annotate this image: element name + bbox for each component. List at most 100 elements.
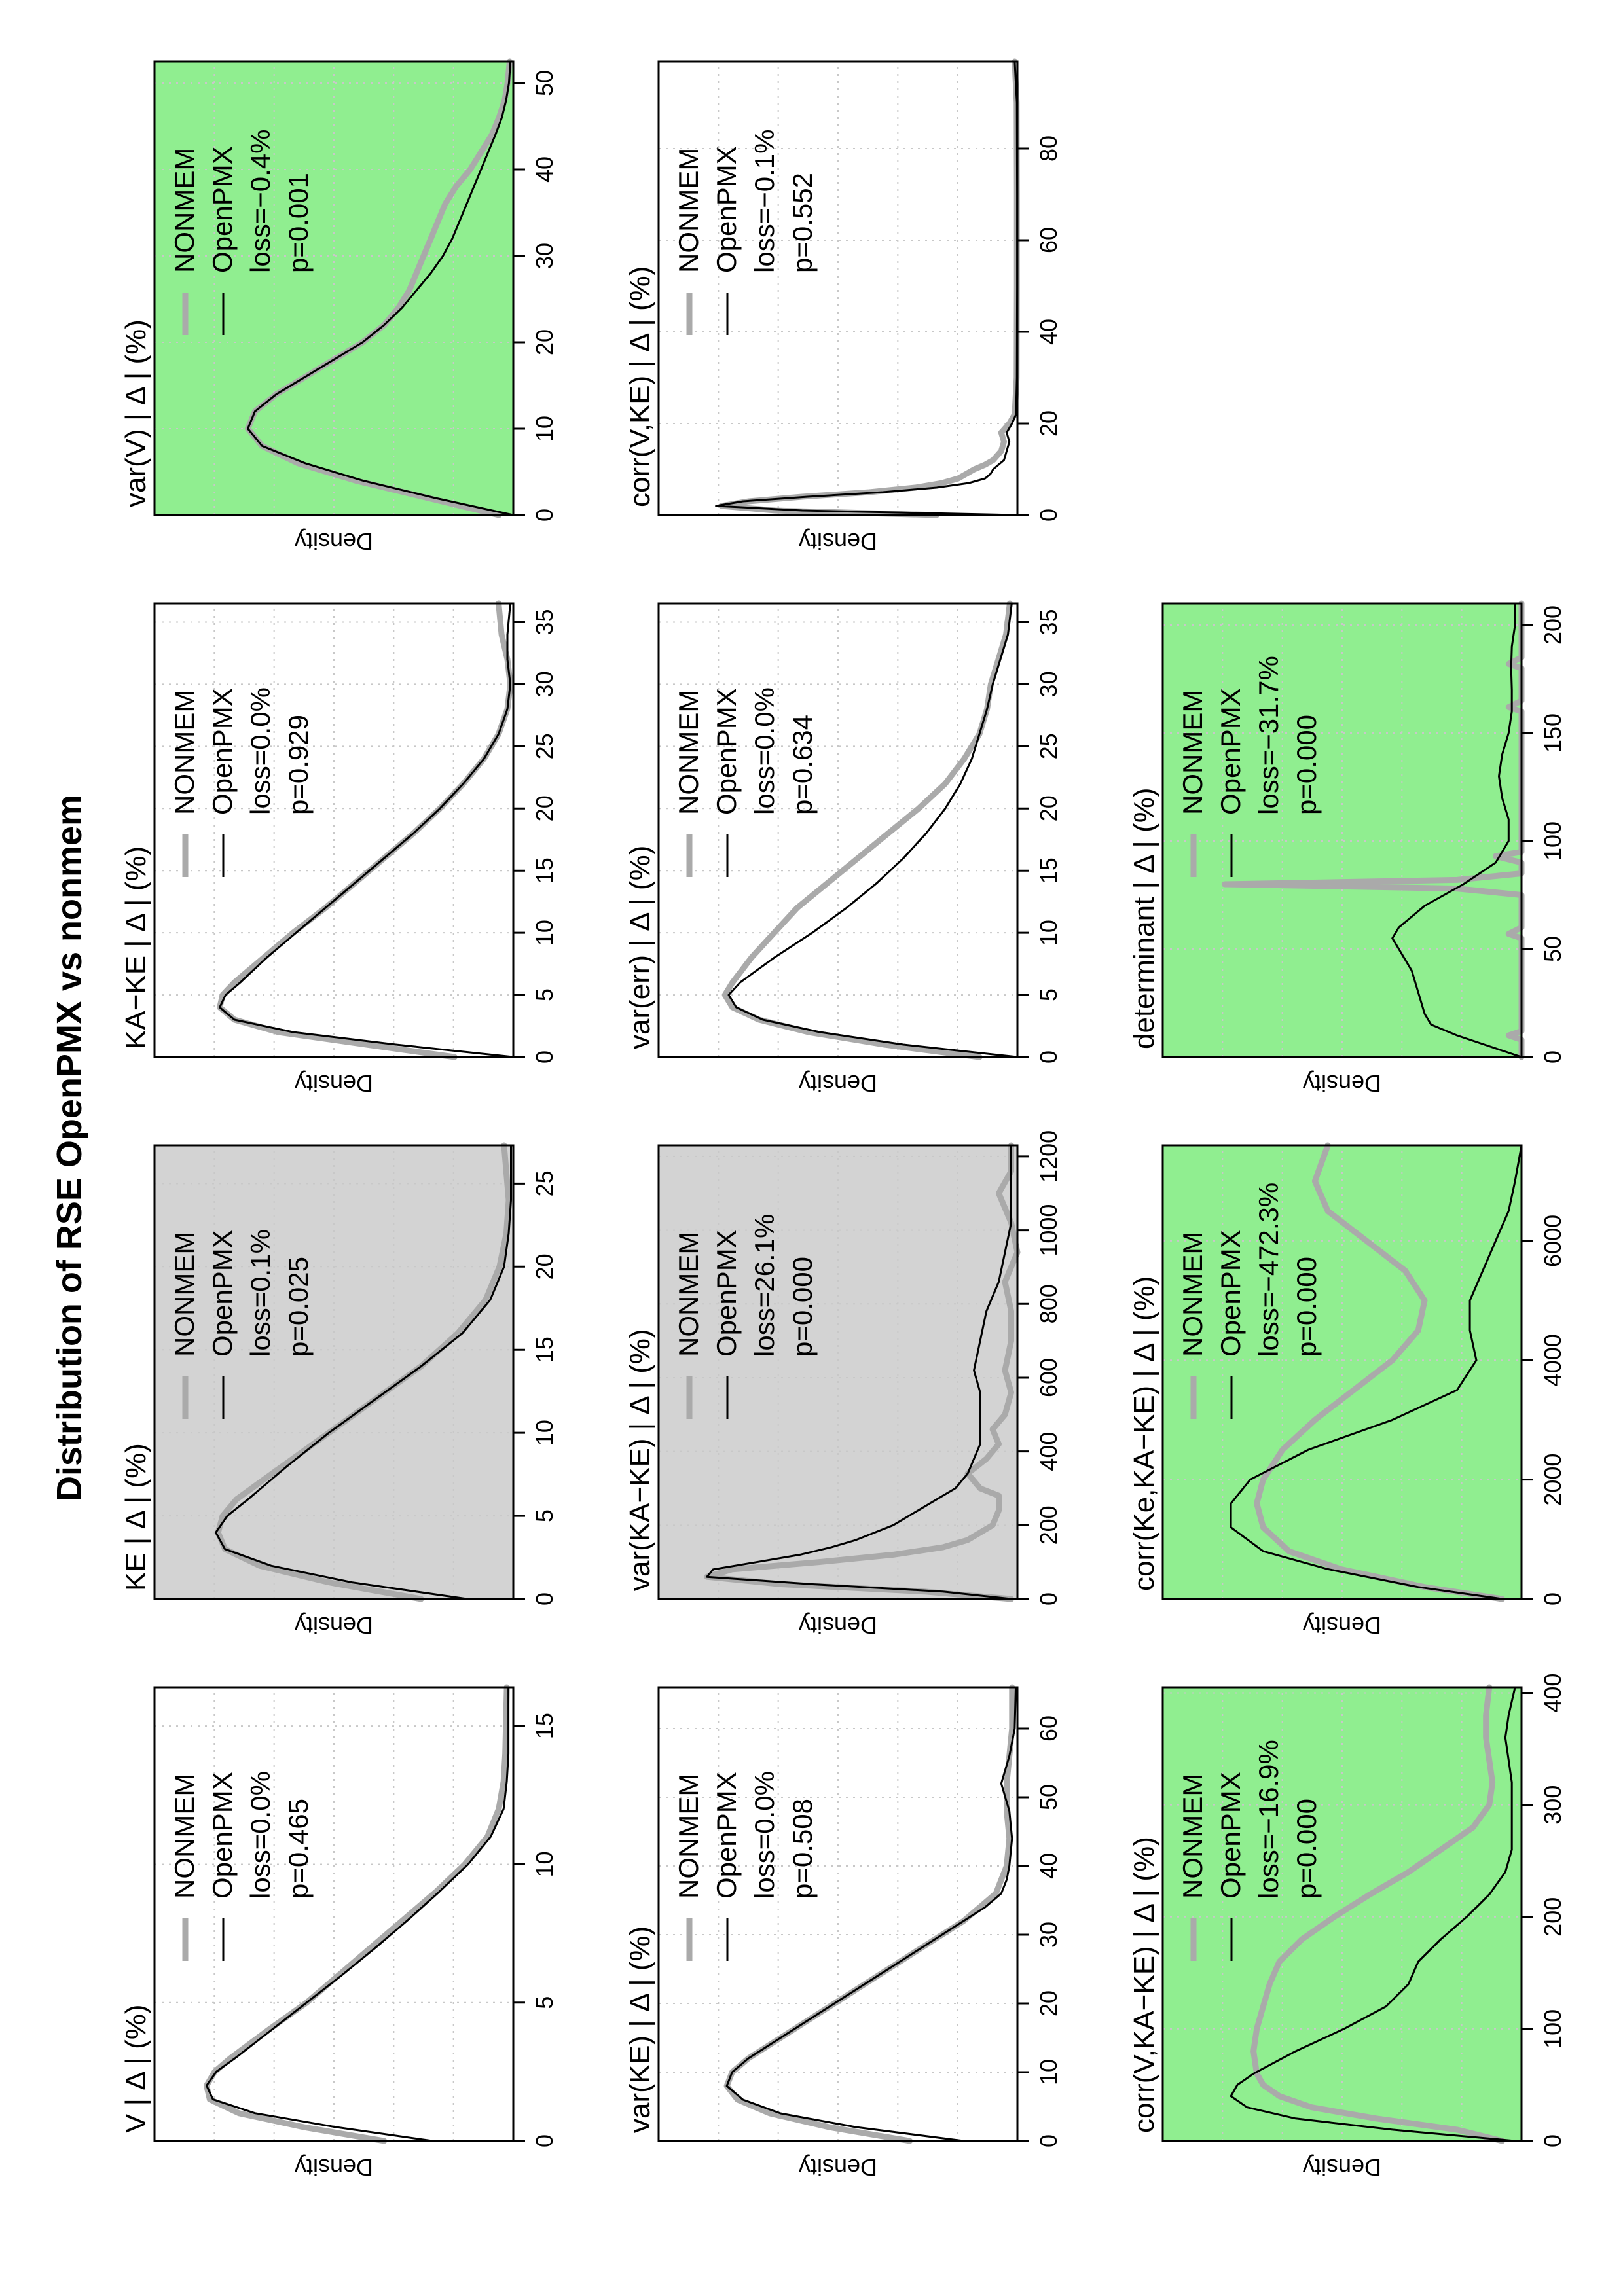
series-openpmx-line <box>1391 602 1523 1058</box>
x-tick-label: 5 <box>531 1996 558 2009</box>
legend-loss: loss=0.0% <box>245 687 276 815</box>
panel-title: KE | Δ | (%) <box>120 1443 152 1591</box>
y-axis-label: Density <box>295 2154 373 2181</box>
panel-frame <box>657 60 1019 516</box>
legend-label: OpenPMX <box>1215 1772 1246 1899</box>
legend-label: NONMEM <box>1177 1232 1208 1357</box>
x-tick-label: 600 <box>1035 1358 1062 1397</box>
y-axis-label: Density <box>799 1612 877 1639</box>
legend-label: NONMEM <box>169 148 200 273</box>
x-tick-label: 0 <box>1035 509 1062 522</box>
panel-background <box>155 603 513 1057</box>
y-axis-label: Density <box>799 1070 877 1097</box>
density-panel: 0 20 40 60 80 corr(V,KE) | Δ | (%) Density NONM… <box>624 58 1062 555</box>
x-tick-label: 40 <box>531 156 558 183</box>
x-tick-label: 200 <box>1539 1897 1566 1937</box>
x-tick-label: 60 <box>1035 227 1062 253</box>
x-tick-label: 5 <box>531 988 558 1001</box>
legend-p-value: p=0.025 <box>283 1257 314 1357</box>
x-tick-label: 4000 <box>1539 1334 1566 1386</box>
panel-title: var(V) | Δ | (%) <box>120 319 152 507</box>
x-tick-label: 20 <box>1035 1990 1062 2017</box>
y-axis-label: Density <box>1303 1070 1381 1097</box>
x-tick-label: 30 <box>531 243 558 269</box>
x-tick-label: 5 <box>1035 988 1062 1001</box>
legend-label: NONMEM <box>169 690 200 815</box>
series-openpmx-line <box>247 60 515 516</box>
x-tick-label: 200 <box>1035 1505 1062 1545</box>
x-tick-label: 30 <box>1035 671 1062 697</box>
panel-title: corr(V,KA−KE) | Δ | (%) <box>1128 1837 1160 2133</box>
series-openpmx-line <box>1230 1144 1523 1600</box>
x-tick-label: 300 <box>1539 1785 1566 1825</box>
x-tick-label: 0 <box>531 1050 558 1064</box>
legend-label: OpenPMX <box>711 688 742 815</box>
legend-label: OpenPMX <box>711 1230 742 1357</box>
x-tick-label: 25 <box>531 1170 558 1196</box>
x-tick-label: 0 <box>1035 2134 1062 2147</box>
panel-frame <box>153 60 515 516</box>
x-tick-label: 25 <box>531 733 558 759</box>
series-openpmx-line <box>219 602 515 1058</box>
legend-loss: loss=0.1% <box>245 1229 276 1357</box>
x-tick-label: 100 <box>1539 821 1566 861</box>
density-panel: 0 5 10 15 20 25 30 35 var(err) | Δ | (%) Density N… <box>624 600 1062 1097</box>
legend-label: NONMEM <box>673 1232 704 1357</box>
x-tick-label: 10 <box>1035 920 1062 946</box>
series-openpmx-line <box>215 1144 512 1600</box>
x-tick-label: 150 <box>1539 713 1566 753</box>
legend-loss: loss=−472.3% <box>1253 1183 1284 1357</box>
x-tick-label: 30 <box>1035 1922 1062 1948</box>
legend-p-value: p=0.000 <box>1291 715 1322 815</box>
panel-background <box>659 1687 1017 2141</box>
x-tick-label: 400 <box>1539 1674 1566 1713</box>
x-tick-label: 0 <box>1539 1592 1566 1605</box>
y-axis-label: Density <box>295 1070 373 1097</box>
panel-title: var(KE) | Δ | (%) <box>624 1926 656 2133</box>
x-tick-label: 40 <box>1035 1853 1062 1879</box>
legend-label: OpenPMX <box>207 1230 238 1357</box>
density-panel: 0 5 10 15 20 25 KE | Δ | (%) Density NONMEM OpenP… <box>120 1142 558 1639</box>
legend-loss: loss=−0.1% <box>749 130 780 273</box>
x-tick-label: 5 <box>531 1509 558 1522</box>
x-tick-label: 35 <box>1035 609 1062 635</box>
panel-background <box>155 62 513 515</box>
series-openpmx-line <box>1230 1686 1516 2142</box>
x-tick-label: 50 <box>531 70 558 96</box>
x-tick-label: 0 <box>1539 1050 1566 1064</box>
panel-frame <box>153 1686 515 2142</box>
legend-label: OpenPMX <box>207 1772 238 1899</box>
panel-frame <box>1161 1144 1523 1600</box>
x-tick-label: 80 <box>1035 135 1062 162</box>
legend-label: OpenPMX <box>711 1772 742 1899</box>
x-tick-label: 2000 <box>1539 1454 1566 1506</box>
x-tick-label: 0 <box>1539 2134 1566 2147</box>
density-panel: 0 10 20 30 40 50 var(V) | Δ | (%) Density NONMEM… <box>120 58 558 555</box>
density-panel: 0 10 20 30 40 50 60 var(KE) | Δ | (%) Density NON… <box>624 1684 1062 2181</box>
x-tick-label: 400 <box>1035 1432 1062 1471</box>
panel-background <box>155 1145 513 1599</box>
panel-frame <box>153 1144 515 1600</box>
legend-label: NONMEM <box>1177 690 1208 815</box>
series-nonmem-line <box>1250 1684 1505 2144</box>
series-openpmx-line <box>206 1686 510 2142</box>
x-tick-label: 10 <box>531 920 558 946</box>
density-panel: 0 200 400 600 800 1000 1200 var(KA−KE) | Δ | (%… <box>624 1130 1062 1639</box>
legend-label: OpenPMX <box>1215 688 1246 815</box>
legend-p-value: p=0.634 <box>787 715 818 815</box>
y-axis-label: Density <box>295 528 373 555</box>
density-panel: 0 2000 4000 6000 corr(Ke,KA−KE) | Δ | (%) Den… <box>1128 1142 1566 1639</box>
legend-label: NONMEM <box>169 1774 200 1899</box>
legend-loss: loss=−0.4% <box>245 130 276 273</box>
density-panel: 0 50 100 150 200 determinant | Δ | (%) Density… <box>1128 600 1566 1097</box>
panel-background <box>659 62 1017 515</box>
density-panel: 0 5 10 15 V | Δ | (%) Density NONMEM OpenPMX los… <box>120 1684 558 2181</box>
panel-title: V | Δ | (%) <box>120 2005 152 2134</box>
x-tick-label: 0 <box>1035 1050 1062 1064</box>
x-tick-label: 50 <box>1539 936 1566 962</box>
series-openpmx-line <box>706 1144 1012 1600</box>
legend-p-value: p=0.000 <box>787 1257 818 1357</box>
x-tick-label: 10 <box>1035 2059 1062 2085</box>
